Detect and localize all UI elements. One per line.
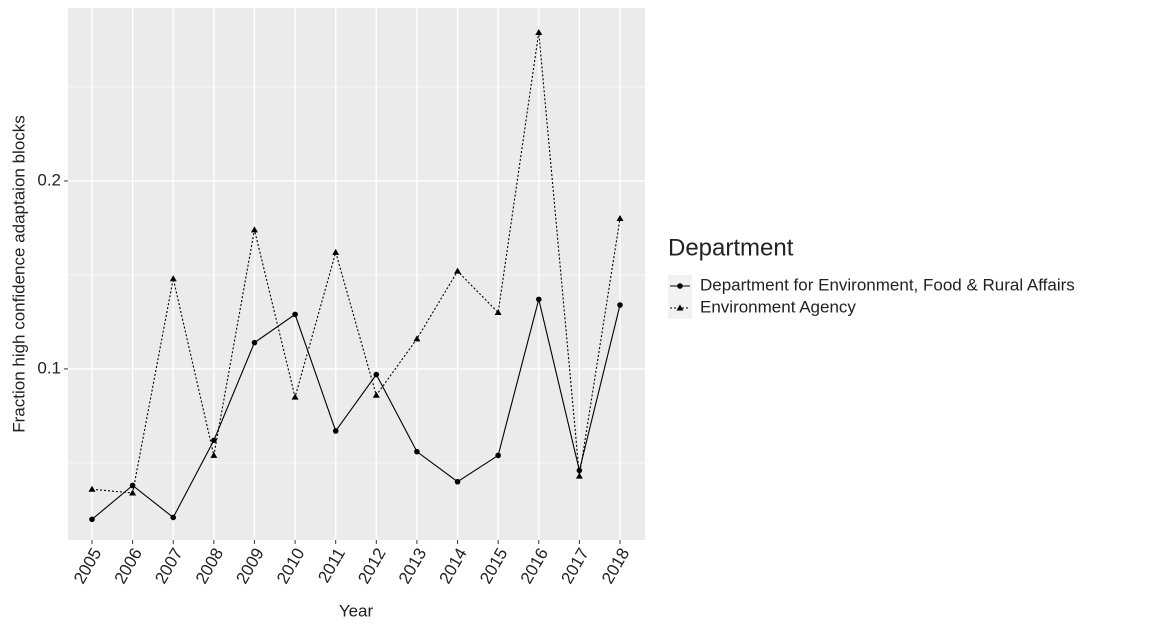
x-tick-label: 2017 xyxy=(557,545,592,587)
x-tick-label: 2011 xyxy=(314,545,349,586)
data-point xyxy=(454,267,462,274)
panel xyxy=(68,8,645,540)
data-point xyxy=(250,226,258,233)
y-tick-label: 0.2 xyxy=(37,170,61,189)
legend-marker xyxy=(677,283,683,289)
y-tick-label: 0.1 xyxy=(37,358,61,377)
data-point xyxy=(372,391,380,398)
data-point xyxy=(373,371,380,378)
data-point xyxy=(617,302,623,308)
data-point xyxy=(210,451,218,458)
x-tick-label: 2014 xyxy=(436,545,471,587)
x-tick-label: 2010 xyxy=(273,545,308,587)
legend-label: Department for Environment, Food & Rural… xyxy=(700,275,1075,294)
data-point xyxy=(454,478,461,485)
data-point xyxy=(292,311,298,318)
data-point xyxy=(170,514,177,521)
legend-marker xyxy=(676,304,684,311)
data-point xyxy=(414,448,420,455)
legend-title: Department xyxy=(668,234,794,261)
data-point xyxy=(88,485,96,492)
series-line xyxy=(91,32,621,494)
x-tick-label: 2007 xyxy=(151,545,186,587)
x-tick-label: 2008 xyxy=(192,545,227,587)
x-tick-label: 2009 xyxy=(232,545,267,587)
data-point xyxy=(332,428,339,434)
x-tick-label: 2013 xyxy=(395,545,430,587)
x-tick-label: 2016 xyxy=(517,545,552,587)
y-axis-title: Fraction high confidence adaptaion block… xyxy=(9,115,28,433)
x-tick-label: 2018 xyxy=(598,545,633,587)
data-point xyxy=(89,516,95,523)
data-point xyxy=(413,335,421,342)
data-point xyxy=(332,248,340,255)
data-point xyxy=(211,437,217,444)
data-point xyxy=(495,452,501,459)
series-line xyxy=(91,299,621,520)
data-point xyxy=(291,393,299,400)
data-point xyxy=(616,215,624,222)
data-point xyxy=(535,296,542,303)
x-tick-label: 2006 xyxy=(111,545,146,587)
x-axis-title: Year xyxy=(339,601,374,620)
data-point xyxy=(535,28,543,35)
legend-label: Environment Agency xyxy=(700,297,856,316)
x-tick-label: 2015 xyxy=(476,545,511,587)
data-point xyxy=(129,489,137,496)
x-tick-label: 2005 xyxy=(70,545,105,587)
x-tick-label: 2012 xyxy=(354,545,389,587)
data-point xyxy=(251,339,258,346)
data-point xyxy=(169,275,177,282)
data-point xyxy=(575,472,583,479)
data-point xyxy=(494,309,502,316)
